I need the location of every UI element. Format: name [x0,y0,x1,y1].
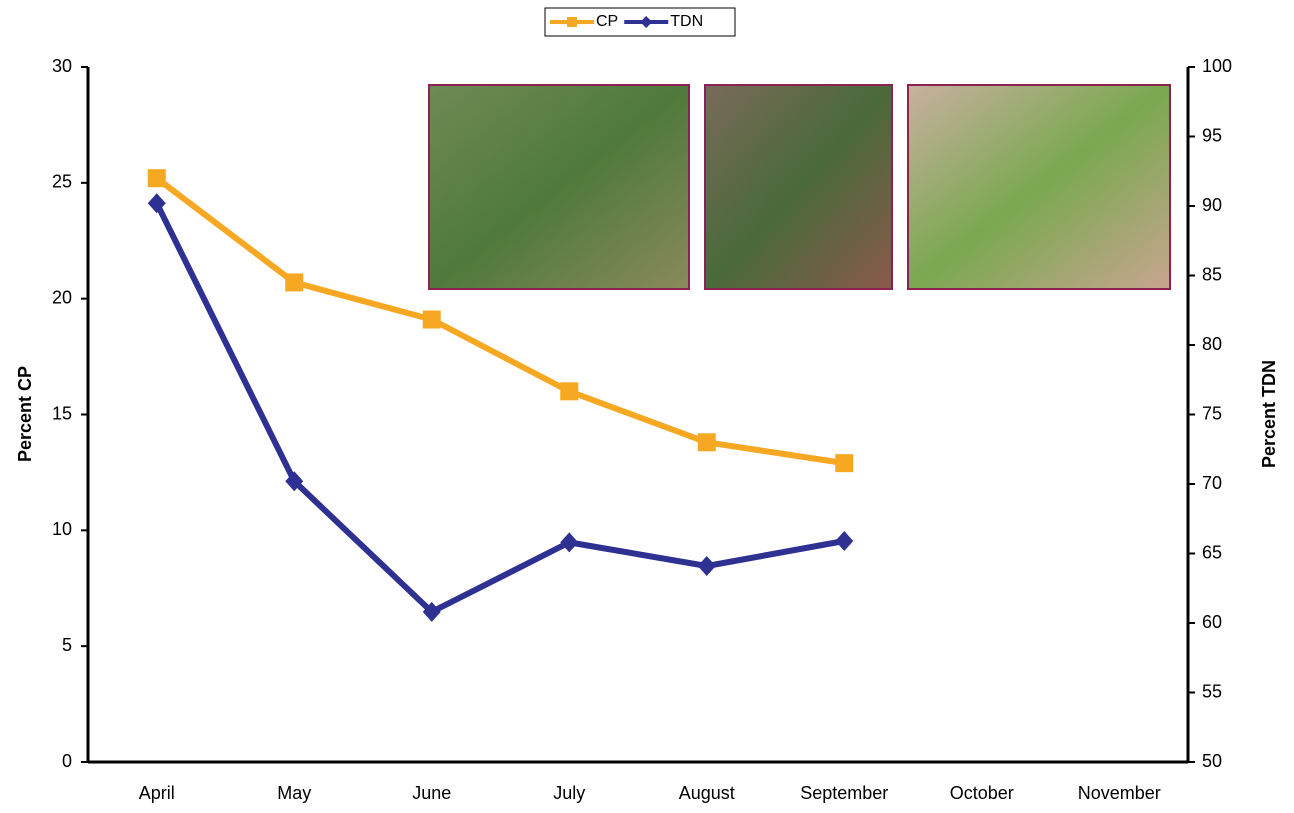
point [560,382,579,401]
point [422,310,441,329]
y2-tick-label: 70 [1202,473,1222,493]
y-tick-label: 0 [62,751,72,771]
point [147,169,166,188]
y-tick-label: 15 [52,403,72,423]
legend-marker [640,16,653,28]
legend-label: CP [596,13,618,30]
y2-axis-title: Percent TDN [1259,360,1279,468]
legend-label: TDN [670,13,703,30]
series-line [154,201,845,615]
point [285,273,304,292]
point [422,601,441,622]
y2-tick-label: 75 [1202,403,1222,423]
photo [907,84,1171,290]
x-tick-label: April [139,783,175,803]
y2-tick-label: 80 [1202,334,1222,354]
y2-tick-label: 50 [1202,751,1222,771]
point [697,433,716,452]
point [835,454,854,473]
y2-tick-label: 85 [1202,264,1222,284]
y-tick-label: 5 [62,635,72,655]
y2-tick-label: 90 [1202,195,1222,215]
point [147,193,166,214]
x-tick-label: September [800,783,888,803]
point [560,532,579,553]
y-tick-label: 10 [52,519,72,539]
y2-tick-label: 65 [1202,542,1222,562]
y-axis-title: Percent CP [15,366,35,462]
y2-tick-label: 55 [1202,681,1222,701]
x-tick-label: October [950,783,1014,803]
photo [428,84,690,290]
y2-tick-label: 100 [1202,56,1232,76]
x-tick-label: November [1078,783,1161,803]
x-tick-label: May [277,783,311,803]
series-line [154,175,845,467]
photo [704,84,893,290]
x-tick-label: June [412,783,451,803]
y-tick-label: 30 [52,56,72,76]
y2-tick-label: 95 [1202,125,1222,145]
point [697,556,716,577]
y-tick-label: 25 [52,172,72,192]
photos [428,84,1171,290]
point [835,530,854,551]
point [285,471,304,492]
y2-tick-label: 60 [1202,612,1222,632]
x-tick-label: July [553,783,585,803]
x-tick-label: August [679,783,735,803]
y-tick-label: 20 [52,287,72,307]
legend-marker [567,17,577,27]
